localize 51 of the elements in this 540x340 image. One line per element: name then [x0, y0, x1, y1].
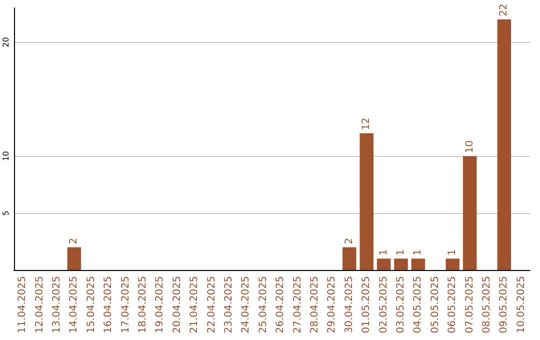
- x-tick-label: 25.04.2025: [258, 276, 269, 334]
- x-tick-label: 03.05.2025: [396, 276, 406, 334]
- x-tick-label: 20.04.2025: [172, 276, 183, 334]
- x-tick-label: 30.04.2025: [344, 276, 355, 334]
- x-tick-label: 18.04.2025: [138, 276, 148, 334]
- x-tick-label: 23.04.2025: [224, 276, 234, 334]
- x-tick-label: 14.04.2025: [68, 276, 80, 334]
- data-label: 1: [447, 249, 458, 256]
- x-tick-label: 21.04.2025: [189, 276, 200, 334]
- bar: [360, 133, 374, 270]
- bar: [411, 258, 426, 270]
- x-tick-label: 19.04.2025: [154, 276, 166, 334]
- x-tick-label: 08.05.2025: [482, 276, 492, 334]
- data-label: 1: [378, 249, 390, 256]
- data-label: 2: [68, 238, 80, 244]
- x-tick-label: 22.04.2025: [206, 276, 218, 334]
- data-label: 2: [344, 238, 355, 244]
- x-tick-label: 15.04.2025: [86, 276, 97, 334]
- bar: [462, 156, 477, 270]
- y-tick-label: 20: [2, 37, 10, 48]
- y-tick-label: 5: [2, 210, 10, 216]
- x-tick-label: 12.04.2025: [34, 276, 46, 334]
- x-tick-label: 29.04.2025: [326, 276, 338, 334]
- x-tick-label: 07.05.2025: [464, 276, 476, 334]
- bar: [342, 247, 356, 270]
- bar: [446, 258, 460, 270]
- bar: [497, 19, 512, 270]
- x-tick-label: 26.04.2025: [275, 276, 286, 334]
- x-tick-label: 06.05.2025: [447, 276, 458, 334]
- x-tick-label: 28.04.2025: [310, 276, 320, 334]
- x-tick-label: 16.04.2025: [103, 276, 114, 334]
- x-tick-label: 02.05.2025: [378, 276, 390, 334]
- x-tick-label: 01.05.2025: [361, 276, 372, 334]
- data-label: 10: [464, 140, 476, 154]
- y-tick-label: 10: [2, 150, 10, 162]
- x-tick-label: 09.05.2025: [498, 276, 510, 334]
- x-tick-label: 13.04.2025: [52, 276, 62, 334]
- bar: [67, 247, 82, 270]
- data-label: 1: [412, 249, 424, 256]
- x-tick-label: 11.04.2025: [17, 276, 28, 334]
- x-tick-label: 04.05.2025: [412, 276, 424, 334]
- data-label: 1: [396, 249, 406, 256]
- x-tick-label: 17.04.2025: [120, 276, 132, 334]
- data-label: 22: [498, 4, 510, 16]
- x-tick-label: 24.04.2025: [240, 276, 252, 334]
- data-label: 12: [361, 118, 372, 130]
- bar: [376, 258, 391, 270]
- x-tick-label: 27.04.2025: [292, 276, 304, 334]
- bar: [394, 258, 408, 270]
- x-tick-label: 05.05.2025: [430, 276, 441, 334]
- x-tick-label: 10.05.2025: [516, 276, 527, 334]
